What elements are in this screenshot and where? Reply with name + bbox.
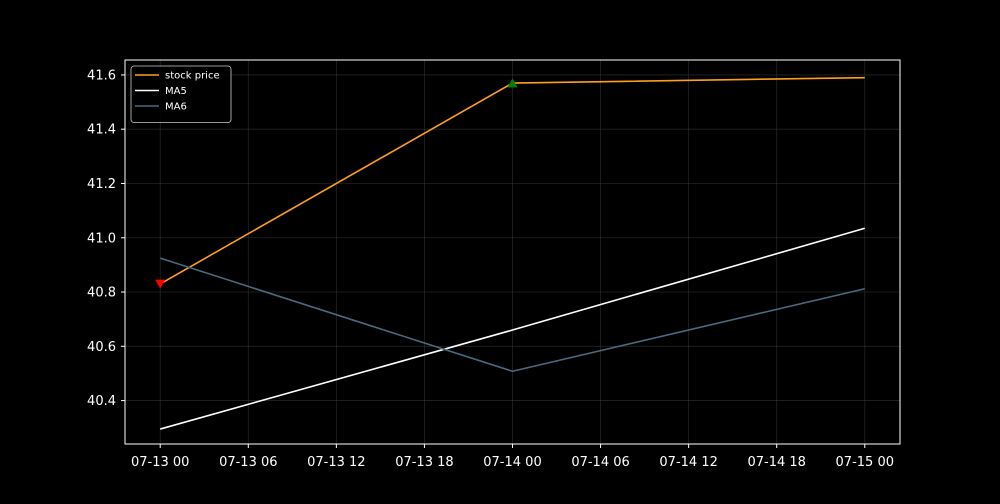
sell-marker [155, 279, 166, 289]
x-tick-label: 07-13 18 [395, 455, 453, 470]
x-tick-label: 07-14 18 [747, 455, 805, 470]
y-tick-label: 40.8 [87, 286, 116, 301]
buy-marker [507, 78, 518, 88]
legend-label: stock price [165, 71, 220, 82]
x-tick-label: 07-15 00 [836, 455, 894, 470]
y-tick-label: 41.6 [87, 68, 116, 83]
x-tick-label: 07-14 00 [483, 455, 541, 470]
x-tick-label: 07-13 12 [307, 455, 365, 470]
legend-label: MA6 [165, 102, 187, 113]
series-line-ma5 [160, 227, 865, 430]
legend-label: MA5 [165, 86, 187, 97]
trade-markers [155, 78, 518, 289]
y-axis: 40.4 40.6 40.8 41.0 41.2 41.4 41.6 [87, 68, 125, 409]
series-line-ma6 [159, 257, 865, 373]
legend-box [130, 65, 232, 123]
y-tick-label: 41.2 [87, 177, 116, 192]
x-tick-label: 07-14 06 [571, 455, 629, 470]
y-tick-label: 41.4 [87, 123, 116, 138]
legend: stock price MA5 MA6 [130, 65, 232, 123]
y-tick-label: 40.6 [87, 340, 116, 355]
x-axis: 07-13 00 07-13 06 07-13 12 07-13 18 07-14 00… [131, 444, 894, 470]
grid [125, 60, 900, 444]
y-tick-label: 41.0 [87, 231, 116, 246]
x-tick-label: 07-14 12 [659, 455, 717, 470]
x-tick-label: 07-13 00 [131, 455, 189, 470]
x-tick-label: 07-13 06 [219, 455, 277, 470]
y-tick-label: 40.4 [87, 394, 116, 409]
